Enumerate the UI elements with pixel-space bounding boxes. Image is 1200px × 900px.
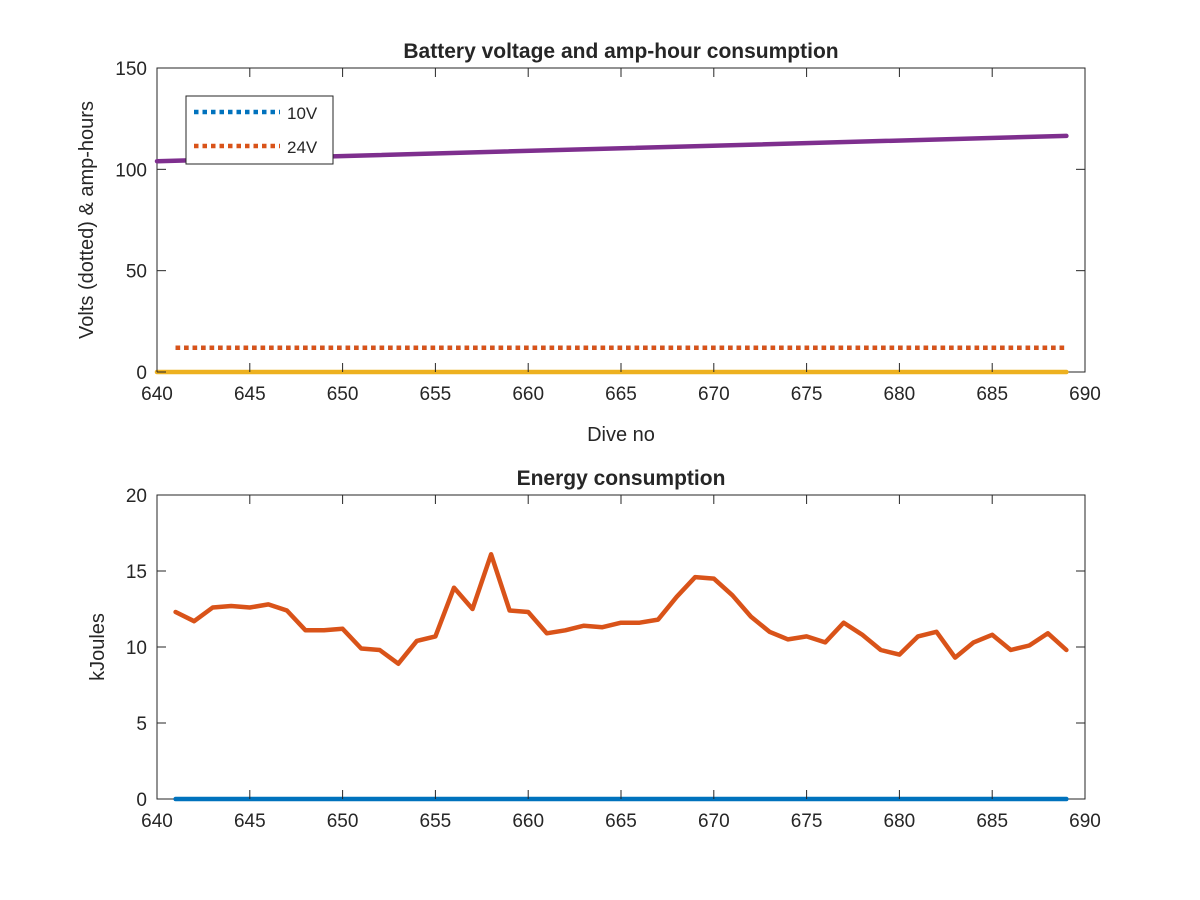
y-tick-label: 15 <box>126 562 147 583</box>
y-tick-label: 50 <box>126 262 147 283</box>
x-tick-label: 670 <box>698 811 730 832</box>
chart-title: Energy consumption <box>517 467 726 490</box>
x-tick-label: 655 <box>420 384 452 405</box>
x-tick-label: 650 <box>327 384 359 405</box>
axis-ticks: 640 645 650 655 660 665 670 675 680 685 690 0 5 10 15 2… <box>126 486 1101 832</box>
x-axis-label: Dive no <box>587 424 655 446</box>
y-axis-label: kJoules <box>87 613 109 681</box>
x-tick-label: 690 <box>1069 811 1101 832</box>
y-tick-label: 150 <box>115 59 147 80</box>
x-tick-label: 685 <box>976 384 1008 405</box>
x-tick-label: 670 <box>698 384 730 405</box>
series-1-line <box>173 552 1069 666</box>
x-tick-label: 690 <box>1069 384 1101 405</box>
x-tick-label: 685 <box>976 811 1008 832</box>
axis-ticks: 640 645 650 655 660 665 670 675 680 685 690 0 50 100 1… <box>115 59 1101 405</box>
x-tick-label: 645 <box>234 384 266 405</box>
legend: 10V 24V <box>185 95 334 165</box>
legend-label-24v: 24V <box>287 138 318 157</box>
y-axis-label: Volts (dotted) & amp-hours <box>76 101 98 339</box>
x-tick-label: 655 <box>420 811 452 832</box>
x-tick-label: 640 <box>141 811 173 832</box>
y-tick-label: 20 <box>126 486 147 507</box>
x-tick-label: 645 <box>234 811 266 832</box>
x-tick-label: 675 <box>791 384 823 405</box>
x-tick-label: 675 <box>791 811 823 832</box>
chart-title: Battery voltage and amp-hour consumption <box>403 40 838 63</box>
y-tick-label: 5 <box>136 714 147 735</box>
x-tick-label: 660 <box>512 811 544 832</box>
x-tick-label: 640 <box>141 384 173 405</box>
legend-box <box>185 95 334 165</box>
x-tick-label: 680 <box>884 384 916 405</box>
y-tick-label: 10 <box>126 638 147 659</box>
x-tick-label: 665 <box>605 384 637 405</box>
energy-axes: 640 645 650 655 660 665 670 675 680 685 690 0 5 10 15 2… <box>87 467 1101 832</box>
y-tick-label: 0 <box>136 790 147 811</box>
x-tick-label: 660 <box>512 384 544 405</box>
y-tick-label: 100 <box>115 160 147 181</box>
series-lines <box>154 133 1069 375</box>
voltage-amphour-axes: 640 645 650 655 660 665 670 675 680 685 690 0 50 100 1… <box>76 40 1101 446</box>
y-tick-label: 0 <box>136 363 147 384</box>
x-tick-label: 680 <box>884 811 916 832</box>
x-tick-label: 665 <box>605 811 637 832</box>
legend-label-10v: 10V <box>287 104 318 123</box>
plot-area <box>156 494 1086 800</box>
x-tick-label: 650 <box>327 811 359 832</box>
